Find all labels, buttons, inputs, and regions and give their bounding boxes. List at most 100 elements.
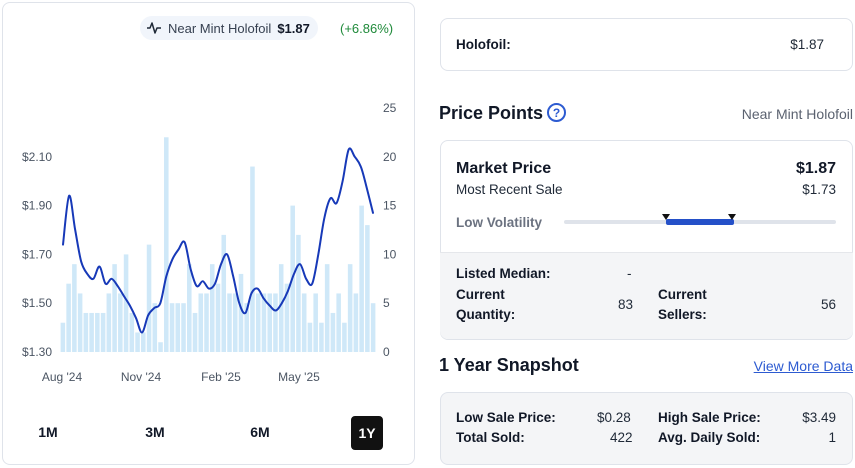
volume-bar (135, 332, 140, 352)
date-tick-label: Aug '24 (42, 370, 83, 384)
volume-bar (244, 303, 249, 352)
volume-bar (204, 293, 209, 352)
high-sale-label: High Sale Price: (658, 410, 761, 425)
volume-bar (146, 244, 152, 352)
range-6m-button[interactable]: 6M (250, 424, 270, 440)
volume-bar (60, 322, 66, 352)
total-sold-label: Total Sold: (456, 430, 525, 445)
current-quantity-value: 83 (618, 297, 634, 312)
volume-bar (232, 293, 238, 352)
snapshot-title: 1 Year Snapshot (439, 355, 579, 375)
price-tick-label: $1.30 (22, 345, 52, 359)
volume-bar (330, 312, 336, 352)
volume-axis-labels: 0 5 10 15 20 25 (383, 101, 397, 359)
low-sale-label: Low Sale Price: (456, 410, 556, 425)
price-tick-label: $1.90 (22, 199, 52, 213)
question-circle-icon[interactable]: ? (547, 103, 566, 122)
volatility-marker-low (662, 214, 670, 220)
price-tick-label: $1.70 (22, 247, 52, 261)
recent-sale-value: $1.73 (802, 182, 836, 197)
volume-bar (347, 264, 353, 352)
volatility-range (666, 219, 734, 225)
volume-bar (141, 332, 146, 352)
snapshot-card (440, 392, 853, 465)
volume-bar (359, 205, 364, 352)
volume-tick-label: 5 (383, 296, 390, 310)
date-tick-label: Feb '25 (201, 370, 241, 384)
volume-bar (66, 283, 71, 352)
volume-bar (72, 264, 77, 352)
volume-bar (169, 303, 175, 352)
volume-bar (77, 293, 83, 352)
listed-median-value: - (627, 266, 632, 281)
volume-bar (181, 303, 186, 352)
volume-bar (301, 293, 307, 352)
volume-bar (307, 322, 313, 352)
current-sellers-value: 56 (820, 297, 836, 312)
volume-bar (313, 293, 318, 352)
volume-bar (365, 225, 370, 352)
market-price-label: Market Price (456, 160, 552, 177)
volume-tick-label: 15 (383, 199, 397, 213)
current-quantity-label: Current (456, 287, 505, 302)
view-more-data-link[interactable]: View More Data (753, 358, 853, 374)
legend-value: $1.87 (277, 20, 310, 36)
price-tick-label: $1.50 (22, 296, 52, 310)
price-volume-chart: $1.30 $1.50 $1.70 $1.90 $2.10 0 5 10 15 20 25 Aug… (22, 101, 397, 384)
volume-tick-label: 20 (383, 150, 397, 164)
line-chart-icon (147, 22, 161, 34)
current-sellers-label-2: Sellers: (658, 307, 707, 322)
legend-label: Near Mint Holofoil (168, 20, 272, 36)
holofoil-value: $1.87 (790, 37, 824, 52)
volume-bar (112, 264, 117, 352)
volatility-label: Low Volatility (456, 215, 543, 230)
volume-bar (152, 303, 158, 352)
volume-bar (336, 293, 341, 352)
volume-bar (255, 293, 261, 352)
recent-sale-label: Most Recent Sale (456, 182, 563, 197)
low-sale-value: $0.28 (597, 410, 631, 425)
range-3m-button[interactable]: 3M (145, 424, 165, 440)
volume-bar (319, 322, 324, 352)
holofoil-card (440, 18, 853, 71)
volume-bar (227, 293, 232, 352)
volume-bar (261, 293, 267, 352)
volume-bar (209, 264, 215, 352)
total-sold-value: 422 (610, 430, 633, 445)
volume-bar (175, 303, 181, 352)
volume-bar (100, 312, 106, 352)
price-points-title: Price Points (439, 103, 544, 123)
range-1y-button[interactable]: 1Y (351, 416, 383, 450)
volume-bar (342, 322, 347, 352)
volume-bar (221, 234, 227, 352)
price-chart-card (2, 2, 415, 465)
current-sellers-label: Current (658, 287, 707, 302)
volume-bar (278, 264, 284, 352)
date-tick-label: Nov '24 (121, 370, 162, 384)
volume-bar (353, 293, 359, 352)
volume-bar (83, 312, 89, 352)
legend-change: (+6.86%) (340, 21, 394, 36)
volume-bar (198, 293, 204, 352)
volume-bar (123, 254, 129, 352)
volume-bars (60, 137, 376, 352)
volume-bar (296, 234, 301, 352)
volume-bar (158, 342, 163, 352)
volume-bar (215, 283, 221, 352)
volume-bar (187, 264, 192, 352)
volume-bar (267, 293, 272, 352)
volume-tick-label: 0 (383, 345, 390, 359)
volatility-marker-high (728, 214, 736, 220)
volume-bar (273, 293, 278, 352)
volume-bar (89, 312, 94, 352)
current-quantity-label-2: Quantity: (456, 307, 516, 322)
date-tick-label: May '25 (278, 370, 320, 384)
market-stats-section (440, 252, 853, 339)
price-points-variant: Near Mint Holofoil (741, 106, 853, 122)
volume-bar (238, 273, 244, 352)
range-1m-button[interactable]: 1M (38, 424, 58, 440)
volume-bar (284, 283, 290, 352)
volume-bar (324, 264, 330, 352)
volume-tick-label: 25 (383, 101, 397, 115)
price-axis-labels: $1.30 $1.50 $1.70 $1.90 $2.10 (22, 150, 52, 359)
